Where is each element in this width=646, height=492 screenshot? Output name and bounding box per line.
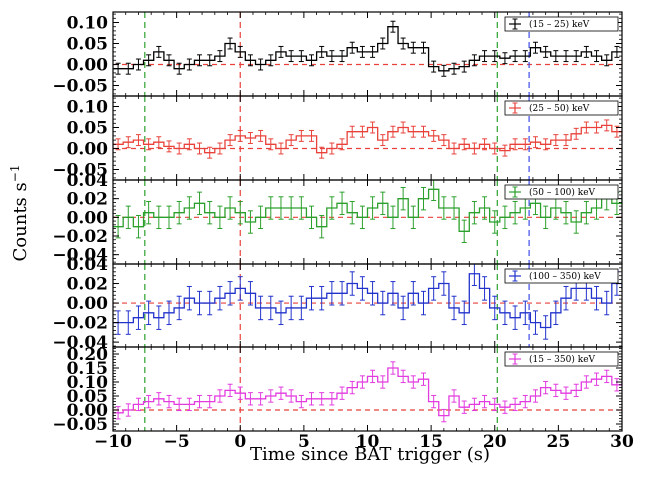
y-tick-label: 0.00 xyxy=(67,401,109,421)
y-tick-label: −0.05 xyxy=(52,77,108,97)
error-bar xyxy=(625,277,630,300)
legend-label: (15 – 25) keV xyxy=(529,19,590,30)
y-tick-label: −0.05 xyxy=(52,415,108,435)
error-bar xyxy=(635,145,640,156)
error-bar xyxy=(625,46,630,57)
legend: (100 – 350) keV xyxy=(504,268,619,284)
y-tick-label: 0.02 xyxy=(67,275,108,295)
y-tick-label: 0.10 xyxy=(67,14,109,34)
legend: (15 – 350) keV xyxy=(504,351,619,367)
panel-plot-area xyxy=(113,347,640,431)
error-bar xyxy=(635,55,640,66)
error-bar xyxy=(635,387,640,399)
panel-2: −0.050.000.050.10 (25 – 50) keV xyxy=(52,95,640,181)
x-tick-label: 0 xyxy=(234,432,246,452)
y-tick-label: 0.00 xyxy=(67,208,109,228)
error-bar xyxy=(625,376,630,388)
y-tick-label: 0.04 xyxy=(67,255,109,275)
y-tick-label: 0.04 xyxy=(67,171,109,191)
y-tick-label: 0.00 xyxy=(67,56,109,76)
y-tick-label: 0.10 xyxy=(67,98,109,118)
legend: (15 – 25) keV xyxy=(504,16,619,32)
panel-4: −0.04−0.020.000.020.04 (100 – 350) keV xyxy=(52,255,640,353)
y-tick-label: −0.04 xyxy=(52,246,108,266)
chart-panels: −0.050.000.050.10 (15 – 25) keV−0.050.000… xyxy=(52,11,640,435)
x-tick-label: 30 xyxy=(610,432,634,452)
y-tick-label: 0.20 xyxy=(67,345,109,365)
light-curve-step xyxy=(113,273,622,329)
y-tick-label: −0.02 xyxy=(52,314,108,334)
legend-label: (15 – 350) keV xyxy=(529,354,596,365)
light-curve-step xyxy=(113,124,622,154)
error-bar xyxy=(625,135,630,146)
y-axis-label: Counts s−1 xyxy=(8,165,31,262)
panel-1: −0.050.000.050.10 (15 – 25) keV xyxy=(52,11,640,97)
x-tick-label: 5 xyxy=(298,432,310,452)
error-bar xyxy=(625,178,630,200)
y-tick-label: 0.05 xyxy=(67,119,108,139)
x-tick-label: 15 xyxy=(419,432,443,452)
panel-plot-area xyxy=(113,264,640,347)
panel-plot-area xyxy=(113,12,640,96)
y-tick-label: 0.15 xyxy=(67,359,108,379)
y-tick-label: 0.10 xyxy=(67,373,109,393)
x-tick-label: −10 xyxy=(94,432,132,452)
x-tick-label: 20 xyxy=(483,432,507,452)
y-tick-label: 0.00 xyxy=(67,294,109,314)
y-tick-label: −0.05 xyxy=(52,161,108,181)
panel-plot-area xyxy=(113,96,640,180)
light-curve-step xyxy=(113,26,622,74)
error-bar xyxy=(635,173,640,195)
light-curve-step xyxy=(113,367,622,417)
y-tick-label: −0.02 xyxy=(52,227,108,247)
y-axis-label-superscript: −1 xyxy=(8,165,22,183)
legend-label: (25 – 50) keV xyxy=(529,103,590,114)
legend: (25 – 50) keV xyxy=(504,100,619,116)
panel-3: −0.04−0.020.000.020.04 (50 – 100) keV xyxy=(52,171,640,266)
error-bar xyxy=(635,282,640,305)
y-tick-label: −0.04 xyxy=(52,333,108,353)
light-curve-step xyxy=(113,184,622,232)
legend: (50 – 100) keV xyxy=(504,184,619,200)
legend-label: (100 – 350) keV xyxy=(529,271,601,282)
y-tick-label: 0.02 xyxy=(67,190,108,210)
x-tick-label: −5 xyxy=(164,432,190,452)
x-tick-label: 10 xyxy=(356,432,380,452)
y-tick-label: 0.00 xyxy=(67,140,109,160)
panel-5: −0.050.000.050.100.150.20 (15 – 350) keV xyxy=(52,345,640,435)
x-tick-labels: −10 −5 0 5 10 15 20 25 30 xyxy=(94,432,634,452)
y-axis-label-text: Counts s xyxy=(10,182,31,261)
y-tick-label: 0.05 xyxy=(67,35,108,55)
x-tick-label: 25 xyxy=(547,432,571,452)
y-tick-label: 0.05 xyxy=(67,387,108,407)
legend-label: (50 – 100) keV xyxy=(529,187,596,198)
x-axis-label: Time since BAT trigger (s) xyxy=(250,444,490,465)
